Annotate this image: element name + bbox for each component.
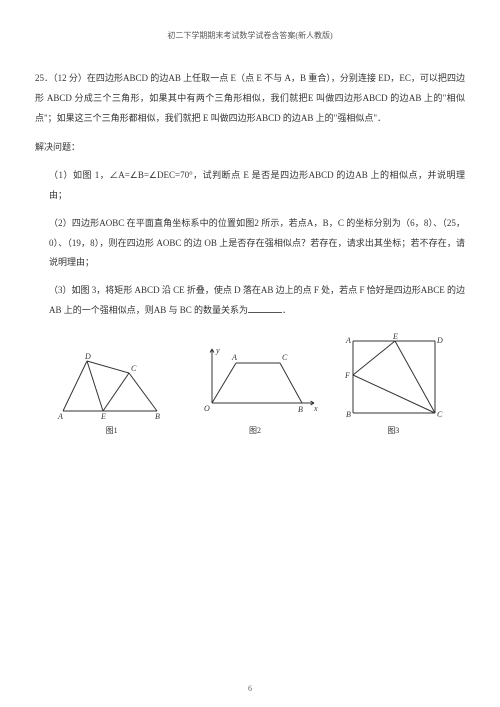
svg-text:A: A [57,412,63,421]
svg-text:A: A [345,336,351,345]
figure-2-caption: 图2 [190,425,320,436]
figure-1-svg: A B E D C [57,351,167,421]
part-3-text-a: （3）如图 3，将矩形 ABCD 沿 CE 折叠，使点 D 落在AB 边上的点 … [49,285,465,315]
figure-3-caption: 图3 [343,425,443,436]
svg-text:D: D [436,336,443,345]
svg-text:C: C [437,410,443,419]
svg-text:O: O [204,404,210,413]
svg-text:B: B [298,405,303,414]
solve-label: 解决问题： [35,138,465,158]
part-1: （1）如图 1，∠A=∠B=∠DEC=70°，试判断点 E 是否是四边形ABCD… [35,166,465,206]
svg-text:x: x [313,404,318,413]
svg-text:y: y [215,346,220,355]
page-header: 初二下学期期末考试数学试卷含答案(新人教版) [35,30,465,41]
part-3: （3）如图 3，将矩形 ABCD 沿 CE 折叠，使点 D 落在AB 边上的点 … [35,281,465,321]
svg-text:C: C [131,364,137,373]
part-3-text-b: ． [282,305,291,315]
svg-text:F: F [344,371,350,380]
svg-text:E: E [100,412,106,421]
page-number: 6 [0,684,500,693]
blank-answer [248,312,282,313]
part-2: （2）四边形AOBC 在平面直角坐标系中的位置如图2 所示，若点A，B，C 的坐… [35,214,465,273]
figure-1-block: A B E D C 图1 [57,351,167,436]
figure-3-block: A D B C E F 图3 [343,331,443,436]
svg-text:E: E [392,332,398,341]
svg-text:B: B [346,410,351,419]
question-25-lead: 25．（12 分）在四边形ABCD 的边AB 上任取一点 E（点 E 不与 A，… [35,69,465,128]
figure-2-block: O A C By x 图2 [190,341,320,436]
figure-3-svg: A D B C E F [343,331,443,421]
figure-1-caption: 图1 [57,425,167,436]
svg-text:D: D [84,352,91,361]
svg-text:B: B [155,412,160,421]
figures-row: A B E D C 图1 O A C By x 图2 A D B C E F 图3 [35,331,465,436]
svg-text:C: C [282,353,288,362]
figure-2-svg: O A C By x [190,341,320,421]
svg-text:A: A [231,353,237,362]
